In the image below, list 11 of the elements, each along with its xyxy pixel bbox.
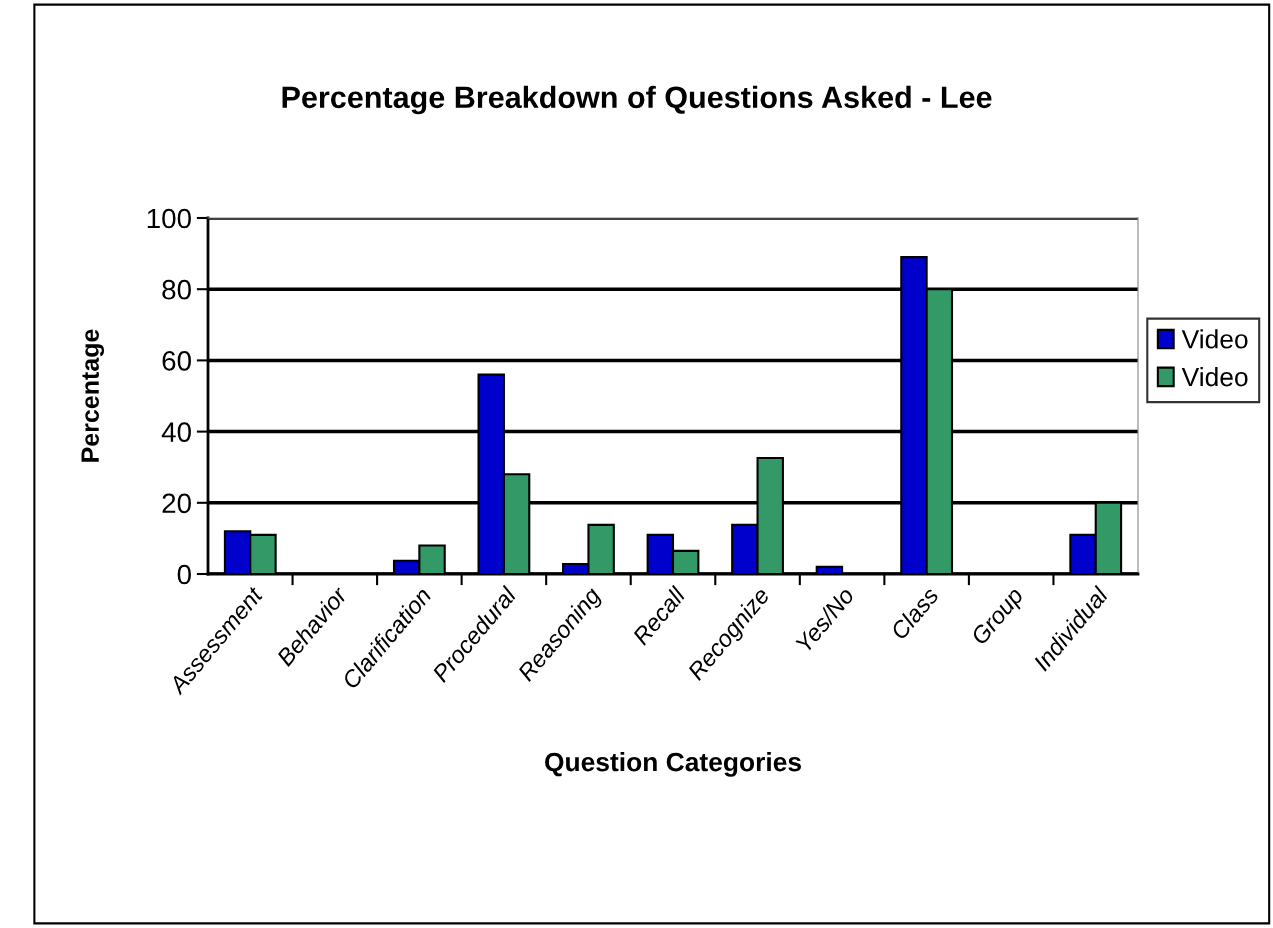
chart-title: Percentage Breakdown of Questions Asked - Lee [282, 85, 992, 115]
y-axis-title: Percentage [81, 329, 105, 462]
x-axis-title: Question Categories [545, 752, 801, 777]
y-tick-label: 80 [162, 279, 191, 300]
y-tick-label: 100 [147, 208, 191, 229]
y-tick-label: 20 [162, 493, 191, 514]
y-tick-label: 40 [161, 422, 191, 442]
y-tick-label: 60 [162, 351, 191, 371]
legend-label: Video [1181, 329, 1248, 349]
legend-label: Video [1181, 367, 1248, 387]
y-tick-label: 0 [177, 564, 191, 585]
